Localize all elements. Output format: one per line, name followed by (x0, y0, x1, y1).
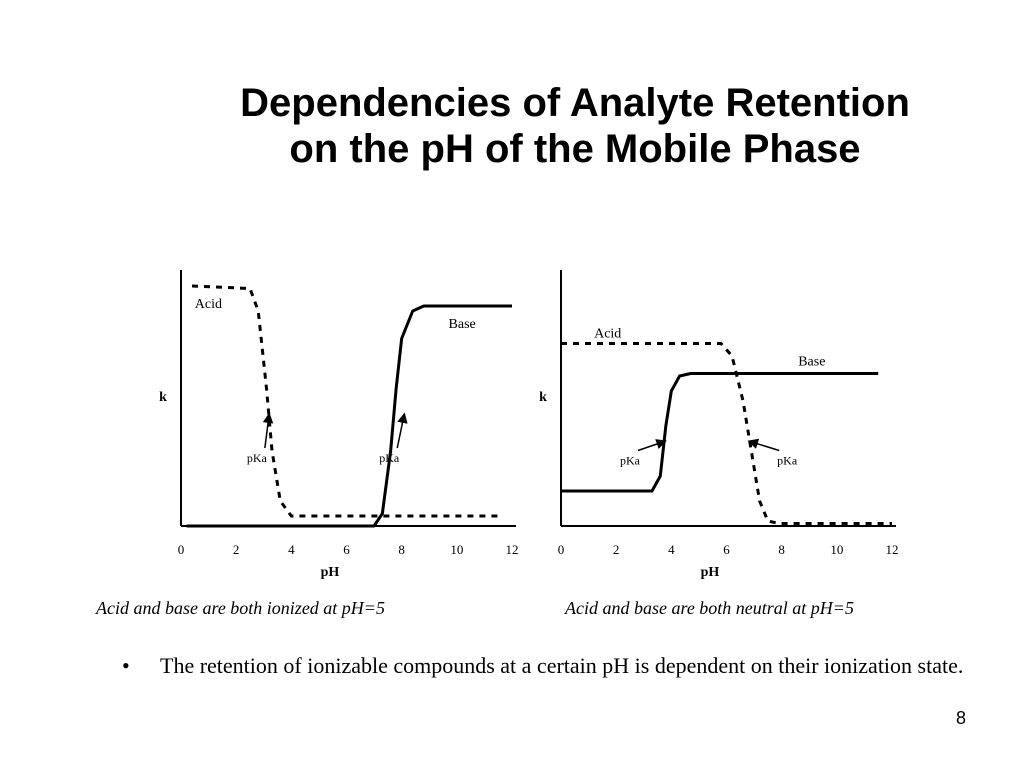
x-tick-label: 8 (398, 542, 405, 557)
x-tick-label: 4 (288, 542, 295, 557)
x-tick-label: 2 (233, 542, 240, 557)
pka-label: pKa (777, 454, 798, 468)
right-caption: Acid and base are both neutral at pH=5 (565, 598, 854, 618)
left-caption: Acid and base are both ionized at pH=5 (96, 598, 385, 618)
x-tick-label: 2 (613, 542, 620, 557)
title-line-2: on the pH of the Mobile Phase (289, 127, 861, 171)
pka-arrow (747, 438, 780, 452)
bullet-point: • The retention of ionizable compounds a… (122, 650, 972, 682)
x-tick-label: 10 (450, 542, 463, 557)
bullet-text: The retention of ionizable compounds at … (160, 653, 964, 678)
series-acid-label: Acid (594, 327, 621, 342)
pka-label: pKa (379, 451, 400, 465)
pka-arrow (396, 412, 408, 449)
series-acid-line (561, 342, 892, 525)
series-base-line (561, 372, 879, 493)
x-axis-label: pH (701, 565, 720, 580)
pka-arrow (637, 439, 667, 452)
x-tick-label: 6 (343, 542, 350, 557)
pka-label: pKa (247, 451, 268, 465)
right-chart: 0 2 4 6 8 10 12 pH k Acid Base pKa pKa (539, 270, 899, 580)
x-tick-label: 0 (558, 542, 565, 557)
bullet-marker: • (122, 653, 130, 678)
pka-arrow (262, 412, 274, 449)
y-axis-label: k (539, 390, 547, 405)
page-number: 8 (955, 708, 966, 728)
x-tick-label: 10 (830, 542, 843, 557)
x-axis-label: pH (321, 565, 340, 580)
x-tick-label: 4 (668, 542, 675, 557)
pka-label: pKa (620, 454, 641, 468)
title-line-1: Dependencies of Analyte Retention (240, 81, 910, 125)
x-tick-label: 8 (778, 542, 785, 557)
x-tick-label: 6 (723, 542, 730, 557)
y-axis-label: k (159, 390, 167, 405)
series-acid-label: Acid (195, 297, 222, 312)
x-tick-label: 12 (886, 542, 899, 557)
x-tick-label: 12 (506, 542, 519, 557)
x-tick-label: 0 (178, 542, 185, 557)
series-acid-line (191, 284, 501, 518)
left-chart: 0 2 4 6 8 10 12 pH k Acid Base pKa pKa (159, 270, 519, 580)
series-base-label: Base (449, 317, 476, 332)
slide-title: Dependencies of Analyte Retention on the… (150, 80, 1000, 172)
series-base-label: Base (798, 355, 825, 370)
series-base-line (186, 304, 512, 528)
